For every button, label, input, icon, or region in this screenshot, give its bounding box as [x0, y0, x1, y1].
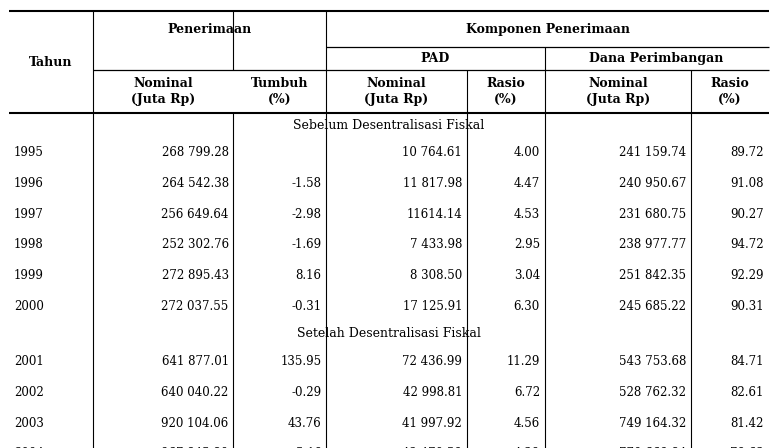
Text: 7 433.98: 7 433.98	[410, 238, 462, 251]
Text: 640 040.22: 640 040.22	[161, 386, 229, 399]
Text: 6.30: 6.30	[513, 300, 540, 313]
Text: 4.00: 4.00	[513, 146, 540, 159]
Text: 2003: 2003	[14, 417, 44, 430]
Text: 920 104.06: 920 104.06	[161, 417, 229, 430]
Text: PAD: PAD	[421, 52, 450, 65]
Text: 770 669.84: 770 669.84	[619, 447, 686, 448]
Text: 231 680.75: 231 680.75	[619, 208, 686, 221]
Text: 238 977.77: 238 977.77	[619, 238, 686, 251]
Text: 268 799.28: 268 799.28	[162, 146, 229, 159]
Text: 245 685.22: 245 685.22	[619, 300, 686, 313]
Text: Nominal
(Juta Rp): Nominal (Juta Rp)	[364, 78, 429, 106]
Text: Tahun: Tahun	[30, 56, 73, 69]
Text: 1997: 1997	[14, 208, 44, 221]
Text: 11.29: 11.29	[506, 355, 540, 368]
Text: 543 753.68: 543 753.68	[619, 355, 686, 368]
Text: 135.95: 135.95	[281, 355, 321, 368]
Text: 272 895.43: 272 895.43	[162, 269, 229, 282]
Text: -0.29: -0.29	[292, 386, 321, 399]
Text: Komponen Penerimaan: Komponen Penerimaan	[465, 22, 629, 36]
Text: 81.42: 81.42	[731, 417, 764, 430]
Text: 528 762.32: 528 762.32	[619, 386, 686, 399]
Text: Rasio
(%): Rasio (%)	[486, 78, 525, 106]
Text: Sebelum Desentralisasi Fiskal: Sebelum Desentralisasi Fiskal	[293, 119, 485, 132]
Text: 251 842.35: 251 842.35	[619, 269, 686, 282]
Text: 42 998.81: 42 998.81	[403, 386, 462, 399]
Text: 967 845.80: 967 845.80	[161, 447, 229, 448]
Text: Setelah Desentralisasi Fiskal: Setelah Desentralisasi Fiskal	[297, 327, 481, 340]
Text: 5.19: 5.19	[296, 447, 321, 448]
Text: 8 308.50: 8 308.50	[410, 269, 462, 282]
Text: Nominal
(Juta Rp): Nominal (Juta Rp)	[586, 78, 650, 106]
Text: 41 997.92: 41 997.92	[402, 417, 462, 430]
Text: 6.72: 6.72	[514, 386, 540, 399]
Text: Penerimaan: Penerimaan	[167, 22, 252, 36]
Text: 1995: 1995	[14, 146, 44, 159]
Text: 641 877.01: 641 877.01	[162, 355, 229, 368]
Text: -1.58: -1.58	[292, 177, 321, 190]
Text: 2001: 2001	[14, 355, 44, 368]
Text: 17 125.91: 17 125.91	[403, 300, 462, 313]
Text: 2.95: 2.95	[514, 238, 540, 251]
Text: 43.76: 43.76	[288, 417, 321, 430]
Text: -1.69: -1.69	[292, 238, 321, 251]
Text: -2.98: -2.98	[292, 208, 321, 221]
Text: 10 764.61: 10 764.61	[402, 146, 462, 159]
Text: 90.27: 90.27	[731, 208, 764, 221]
Text: 90.31: 90.31	[731, 300, 764, 313]
Text: Tumbuh
(%): Tumbuh (%)	[251, 78, 309, 106]
Text: 84.71: 84.71	[731, 355, 764, 368]
Text: Nominal
(Juta Rp): Nominal (Juta Rp)	[131, 78, 195, 106]
Text: 749 164.32: 749 164.32	[619, 417, 686, 430]
Text: 272 037.55: 272 037.55	[161, 300, 229, 313]
Text: 91.08: 91.08	[731, 177, 764, 190]
Text: 82.61: 82.61	[731, 386, 764, 399]
Text: 72 436.99: 72 436.99	[402, 355, 462, 368]
Text: 240 950.67: 240 950.67	[619, 177, 686, 190]
Text: 2002: 2002	[14, 386, 44, 399]
Text: 4.39: 4.39	[513, 447, 540, 448]
Text: 92.29: 92.29	[731, 269, 764, 282]
Text: 2000: 2000	[14, 300, 44, 313]
Text: 94.72: 94.72	[731, 238, 764, 251]
Text: 252 302.76: 252 302.76	[162, 238, 229, 251]
Text: 42 470.59: 42 470.59	[402, 447, 462, 448]
Text: 1998: 1998	[14, 238, 44, 251]
Text: 4.56: 4.56	[513, 417, 540, 430]
Text: 264 542.38: 264 542.38	[162, 177, 229, 190]
Text: 89.72: 89.72	[731, 146, 764, 159]
Text: 2004: 2004	[14, 447, 44, 448]
Text: 79.63: 79.63	[731, 447, 764, 448]
Text: -0.31: -0.31	[292, 300, 321, 313]
Text: 11614.14: 11614.14	[406, 208, 462, 221]
Text: 256 649.64: 256 649.64	[161, 208, 229, 221]
Text: 241 159.74: 241 159.74	[619, 146, 686, 159]
Text: 1999: 1999	[14, 269, 44, 282]
Text: 4.53: 4.53	[513, 208, 540, 221]
Text: 8.16: 8.16	[296, 269, 321, 282]
Text: Dana Perimbangan: Dana Perimbangan	[590, 52, 724, 65]
Text: 11 817.98: 11 817.98	[403, 177, 462, 190]
Text: 1996: 1996	[14, 177, 44, 190]
Text: 3.04: 3.04	[513, 269, 540, 282]
Text: 4.47: 4.47	[513, 177, 540, 190]
Text: Rasio
(%): Rasio (%)	[710, 78, 749, 106]
